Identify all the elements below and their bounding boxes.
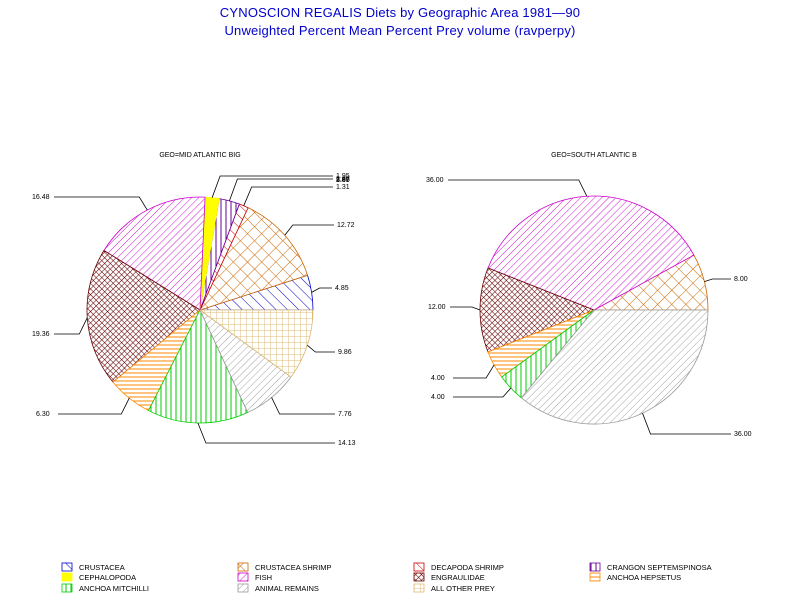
- legend-item-all-other-prey: ALL OTHER PREY: [413, 583, 495, 593]
- legend-item-crangon-septemspinosa: CRANGON SEPTEMSPINOSA: [589, 562, 712, 572]
- leader-line: [311, 287, 332, 293]
- pie-chart-1: GEO=MID ATLANTIC BIG 4.85 12.72 1.312.871.9…: [32, 152, 356, 447]
- legend-label: CRUSTACEA SHRIMP: [255, 563, 332, 572]
- overlapping-data-label: 5.00: [336, 177, 350, 184]
- leader-line: [307, 344, 335, 353]
- legend-item-crustacea: CRUSTACEA: [61, 562, 125, 572]
- chart-title: CYNOSCION REGALIS Diets by Geographic Ar…: [219, 5, 581, 20]
- legend-swatch: [413, 562, 425, 572]
- legend-item-decapoda-shrimp: DECAPODA SHRIMP: [413, 562, 504, 572]
- data-label-all-other-prey: 9.86: [338, 349, 352, 356]
- legend-label: FISH: [255, 573, 272, 582]
- legend: CRUSTACEA CRUSTACEA SHRIMP DECAPODA SHRIMP…: [61, 562, 712, 593]
- pie-slice-fish: [487, 195, 695, 311]
- legend-swatch: [61, 572, 73, 582]
- data-label-engraulidae: 12.00: [428, 304, 446, 311]
- leader-line: [54, 317, 88, 335]
- data-label-anchoa-mitchilli: 14.13: [338, 440, 356, 447]
- legend-label: ALL OTHER PREY: [431, 584, 495, 593]
- leader-line: [450, 306, 481, 311]
- legend-label: DECAPODA SHRIMP: [431, 563, 504, 572]
- overlapping-data-label: 1.95: [336, 177, 350, 184]
- pie-slice-crustacea-shrimp: [199, 207, 309, 311]
- leader-line: [197, 422, 335, 444]
- legend-item-engraulidae: ENGRAULIDAE: [413, 572, 485, 582]
- legend-item-anchoa-mitchilli: ANCHOA MITCHILLI: [61, 583, 149, 593]
- leader-line: [58, 397, 130, 415]
- legend-item-crustacea-shrimp: CRUSTACEA SHRIMP: [237, 562, 332, 572]
- legend-item-anchoa-hepsetus: ANCHOA HEPSETUS: [589, 572, 681, 582]
- leader-line: [642, 413, 731, 435]
- legend-label: ANCHOA HEPSETUS: [607, 573, 681, 582]
- pie-slice-all-other-prey: [198, 309, 314, 378]
- legend-swatch: [413, 583, 425, 593]
- chart-subtitle: Unweighted Percent Mean Percent Prey vol…: [224, 23, 576, 38]
- data-label-fish: 16.48: [32, 194, 50, 201]
- leader-line: [453, 364, 495, 379]
- legend-item-cephalopoda: CEPHALOPODA: [61, 572, 136, 582]
- legend-label: ANIMAL REMAINS: [255, 584, 319, 593]
- legend-label: CRANGON SEPTEMSPINOSA: [607, 563, 712, 572]
- data-label-animal-remains: 7.76: [338, 411, 352, 418]
- legend-swatch: [237, 562, 249, 572]
- leader-line: [243, 186, 333, 206]
- pie-slice-anchoa-mitchilli: [147, 309, 249, 424]
- data-label-anchoa-hepsetus: 4.00: [431, 375, 445, 382]
- leader-line: [704, 278, 731, 282]
- data-label-engraulidae: 19.36: [32, 331, 50, 338]
- leader-line: [453, 387, 512, 398]
- data-label-crustacea-shrimp: 12.72: [337, 222, 355, 229]
- data-label-fish: 36.00: [426, 177, 444, 184]
- legend-swatch: [61, 562, 73, 572]
- legend-swatch: [589, 572, 601, 582]
- legend-label: ANCHOA MITCHILLI: [79, 584, 149, 593]
- legend-swatch: [589, 562, 601, 572]
- pie-title: GEO=SOUTH ATLANTIC B: [551, 152, 637, 159]
- data-label-crustacea: 4.85: [335, 285, 349, 292]
- legend-swatch: [61, 583, 73, 593]
- data-label-anchoa-mitchilli: 4.00: [431, 394, 445, 401]
- pie-title: GEO=MID ATLANTIC BIG: [159, 152, 240, 159]
- overlapping-data-label: 2.87: [336, 177, 350, 184]
- pie-slice-engraulidae: [479, 267, 596, 353]
- leader-line: [271, 397, 335, 415]
- legend-label: CEPHALOPODA: [79, 573, 136, 582]
- legend-label: CRUSTACEA: [79, 563, 125, 572]
- data-label-crangon-septemspinosa: 2.87: [336, 176, 350, 183]
- leader-line: [211, 175, 333, 198]
- leader-line: [229, 178, 333, 202]
- legend-swatch: [237, 583, 249, 593]
- data-label-animal-remains: 36.00: [734, 431, 752, 438]
- data-label-cephalopoda: 1.95: [336, 173, 350, 180]
- data-label-decapoda-shrimp: 1.31: [336, 184, 350, 191]
- pie-slice-animal-remains: [520, 309, 709, 425]
- data-label-crustacea-shrimp: 8.00: [734, 276, 748, 283]
- leader-line: [54, 196, 148, 211]
- leader-line: [448, 179, 588, 197]
- legend-item-fish: FISH: [237, 572, 272, 582]
- data-label-anchoa-hepsetus: 6.30: [36, 411, 50, 418]
- pie-chart-2: GEO=SOUTH ATLANTIC B 8.00 36.00 12.00 4.00 4.…: [426, 152, 752, 438]
- leader-line: [284, 224, 334, 236]
- legend-swatch: [237, 572, 249, 582]
- legend-swatch: [413, 572, 425, 582]
- legend-label: ENGRAULIDAE: [431, 573, 485, 582]
- legend-item-animal-remains: ANIMAL REMAINS: [237, 583, 319, 593]
